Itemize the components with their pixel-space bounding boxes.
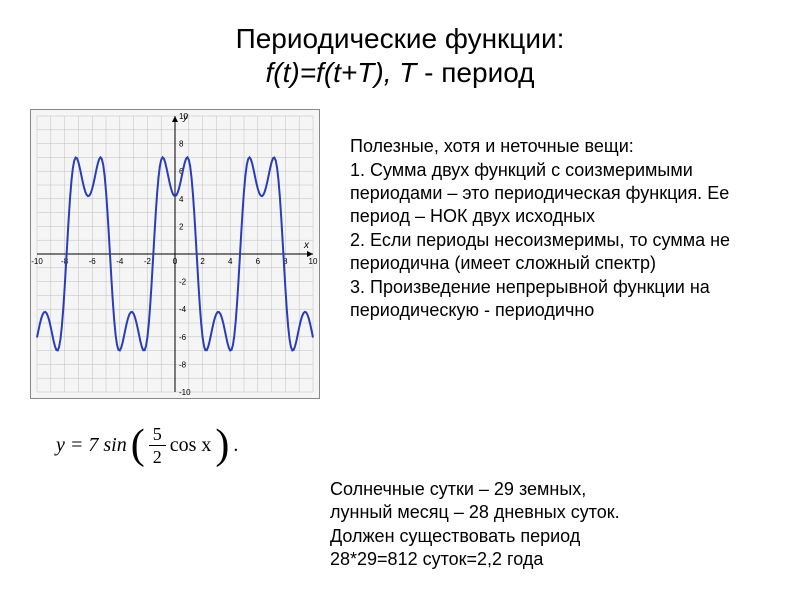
- slide-title: Периодические функции: f(t)=f(t+T), T - …: [0, 0, 800, 99]
- footer-l1: Солнечные сутки – 29 земных,: [330, 478, 760, 501]
- svg-text:-2: -2: [144, 257, 152, 266]
- formula-period: .: [233, 434, 238, 457]
- svg-text:-10: -10: [179, 388, 191, 397]
- svg-text:0: 0: [173, 257, 178, 266]
- title-line-1: Периодические функции:: [0, 22, 800, 56]
- svg-text:-6: -6: [179, 333, 187, 342]
- svg-text:4: 4: [179, 195, 184, 204]
- fraction: 5 2: [149, 425, 166, 466]
- point-1: 1. Сумма двух функций с соизмеримыми пер…: [350, 159, 770, 229]
- point-3: 3. Произведение непрерывной функции на п…: [350, 276, 770, 323]
- footer-l2: лунный месяц – 28 дневных суток.: [330, 501, 760, 524]
- svg-text:10: 10: [309, 257, 318, 266]
- intro-line: Полезные, хотя и неточные вещи:: [350, 135, 770, 158]
- svg-text:4: 4: [228, 257, 233, 266]
- footer-l4: 28*29=812 суток=2,2 года: [330, 548, 760, 571]
- body-text: Полезные, хотя и неточные вещи: 1. Сумма…: [350, 109, 770, 466]
- point-2: 2. Если периоды несоизмеримы, то сумма н…: [350, 229, 770, 276]
- title-formula: f(t)=f(t+T), T: [265, 57, 416, 88]
- function-graph: -10-8-6-4-20246810-10-8-6-4-2246810xy: [30, 109, 320, 399]
- svg-text:2: 2: [179, 223, 184, 232]
- svg-text:-4: -4: [116, 257, 124, 266]
- paren-right: ): [215, 429, 229, 463]
- left-column: -10-8-6-4-20246810-10-8-6-4-2246810xy y …: [30, 109, 330, 466]
- title-suffix: - период: [416, 57, 534, 88]
- svg-text:-8: -8: [61, 257, 69, 266]
- frac-denominator: 2: [149, 446, 166, 466]
- frac-numerator: 5: [149, 425, 166, 446]
- paren-left: (: [131, 429, 145, 463]
- svg-text:6: 6: [256, 257, 261, 266]
- svg-text:-10: -10: [31, 257, 43, 266]
- footer-text: Солнечные сутки – 29 земных, лунный меся…: [330, 478, 760, 572]
- formula-prefix: y = 7 sin: [56, 434, 127, 457]
- svg-text:-8: -8: [179, 361, 187, 370]
- svg-text:-4: -4: [179, 305, 187, 314]
- function-formula: y = 7 sin ( 5 2 cos x ) .: [30, 425, 330, 466]
- footer-l3: Должен существовать период: [330, 525, 760, 548]
- title-line-2: f(t)=f(t+T), T - период: [0, 56, 800, 90]
- svg-text:8: 8: [179, 140, 184, 149]
- svg-text:2: 2: [200, 257, 205, 266]
- svg-text:x: x: [303, 240, 310, 251]
- svg-text:-6: -6: [89, 257, 97, 266]
- svg-text:y: y: [182, 112, 189, 123]
- formula-suffix: cos x: [170, 434, 212, 457]
- svg-text:-2: -2: [179, 278, 187, 287]
